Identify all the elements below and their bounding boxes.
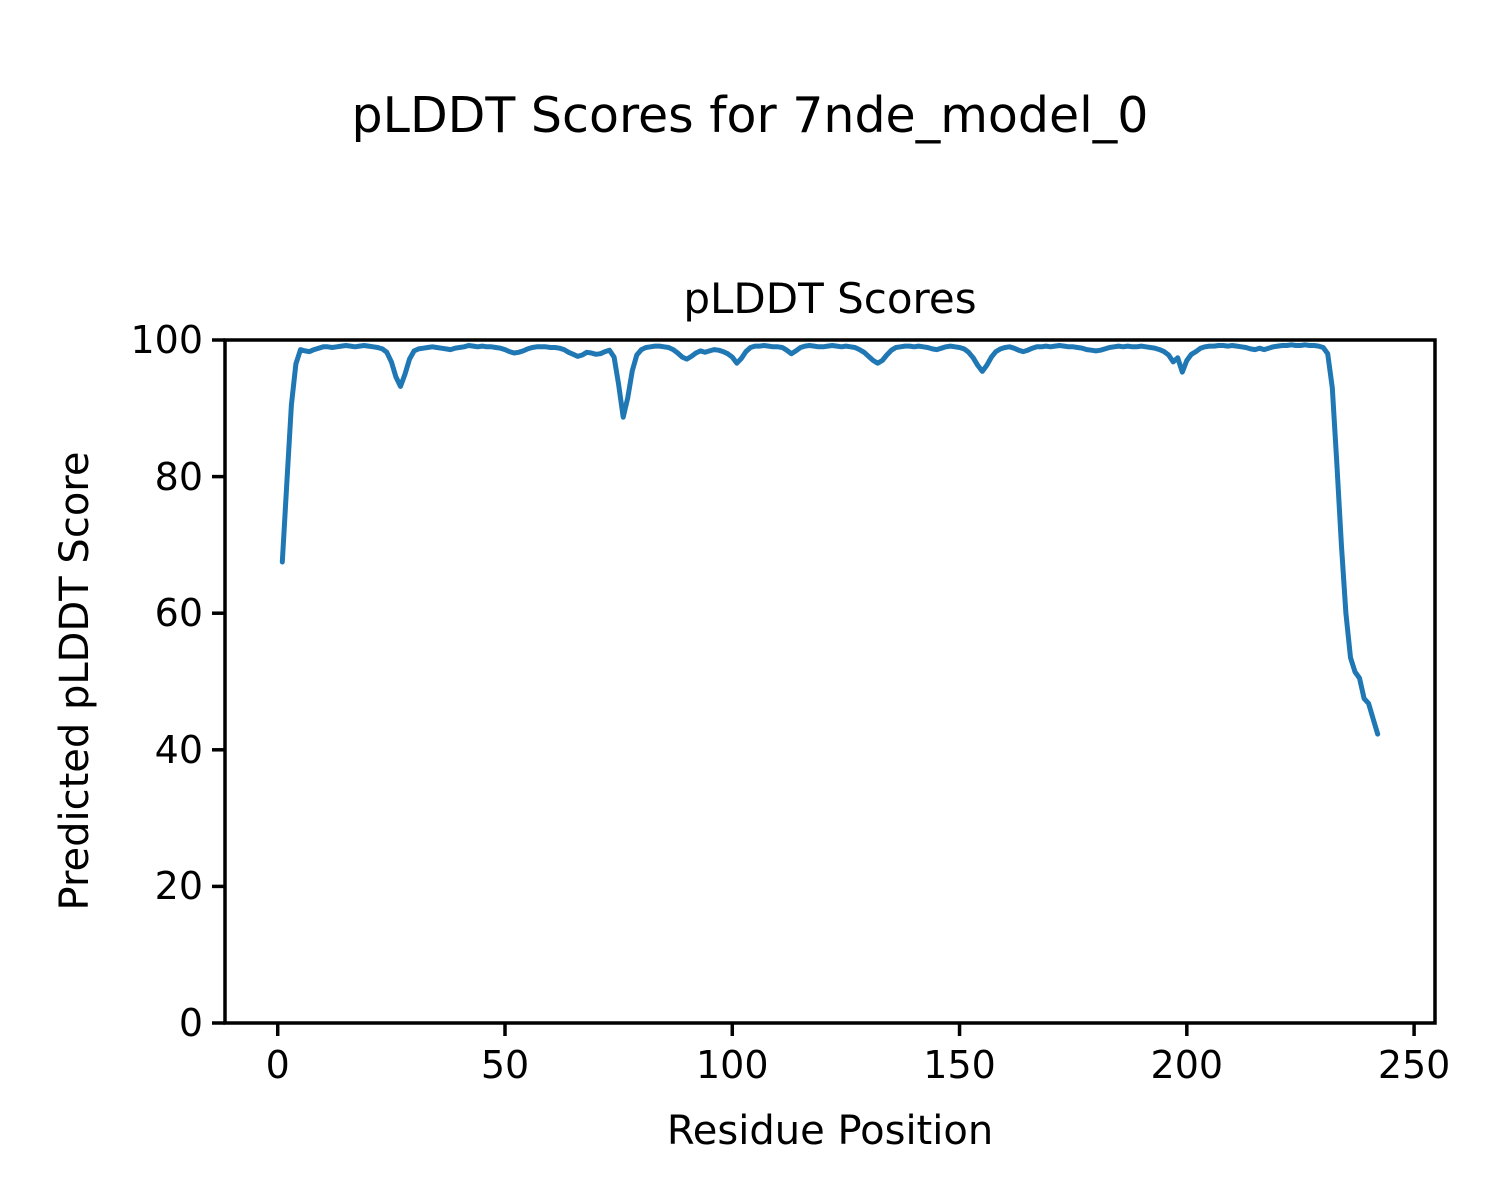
x-tick-label: 200 <box>1150 1043 1224 1087</box>
y-tick-label: 80 <box>154 454 203 499</box>
y-axis-label: Predicted pLDDT Score <box>52 451 98 911</box>
y-tick-label: 20 <box>154 864 203 909</box>
plot-border <box>223 338 1437 1025</box>
y-tick-label: 60 <box>154 591 203 636</box>
y-tick-label: 0 <box>178 1001 203 1045</box>
x-tick-label: 50 <box>480 1043 530 1087</box>
x-tick-label: 0 <box>265 1043 290 1087</box>
tick-marks <box>212 338 1416 1036</box>
y-tick-label: 100 <box>130 318 203 362</box>
figure-title: pLDDT Scores for 7nde_model_0 <box>351 87 1149 144</box>
x-tick-label: 250 <box>1377 1043 1451 1087</box>
y-tick-label: 40 <box>154 727 203 772</box>
axes-title: pLDDT Scores <box>683 274 977 323</box>
x-axis-label: Residue Position <box>666 1108 994 1154</box>
x-tick-label: 100 <box>696 1043 769 1087</box>
plddt-line <box>279 342 1381 737</box>
x-tick-label: 150 <box>923 1043 996 1087</box>
